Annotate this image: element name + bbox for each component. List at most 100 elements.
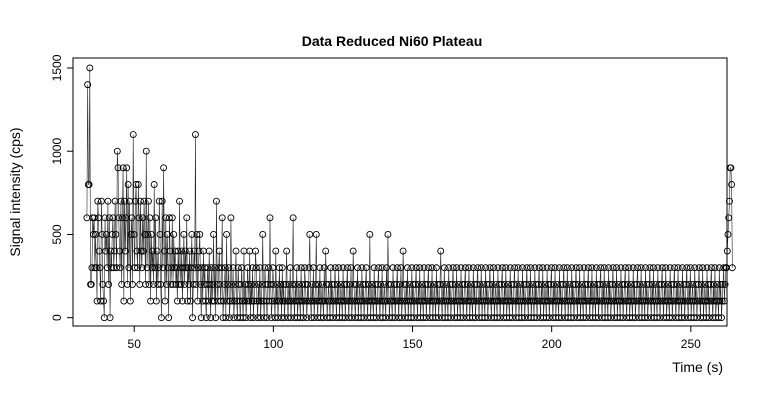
- data-point: [184, 264, 192, 272]
- data-point: [154, 280, 162, 288]
- data-point: [354, 264, 361, 272]
- data-point: [361, 297, 369, 305]
- data-point: [693, 314, 701, 322]
- data-point: [498, 264, 506, 272]
- data-point: [155, 197, 163, 205]
- data-point: [341, 314, 349, 322]
- data-point: [427, 280, 435, 288]
- data-point: [349, 297, 356, 305]
- data-point: [500, 280, 508, 288]
- data-point: [411, 297, 419, 305]
- data-point: [484, 314, 492, 322]
- data-point: [556, 297, 564, 305]
- data-point: [343, 264, 351, 272]
- data-point: [123, 280, 131, 288]
- data-point: [599, 280, 607, 288]
- data-point: [148, 264, 156, 272]
- data-point: [677, 297, 685, 305]
- data-point: [135, 214, 143, 222]
- data-point: [587, 280, 594, 288]
- data-point: [206, 280, 214, 288]
- data-point: [189, 280, 197, 288]
- data-point: [219, 314, 227, 322]
- data-point: [281, 297, 289, 305]
- data-point: [686, 264, 694, 272]
- data-point: [316, 264, 324, 272]
- data-point: [319, 297, 327, 305]
- data-point: [719, 280, 727, 288]
- data-point: [606, 280, 614, 288]
- data-point: [650, 264, 657, 272]
- data-point: [681, 314, 689, 322]
- data-point: [263, 314, 271, 322]
- data-point: [165, 314, 173, 322]
- data-point: [108, 264, 115, 272]
- data-point: [297, 264, 305, 272]
- data-point: [588, 264, 596, 272]
- x-axis: 50 100 150 200 250: [128, 326, 701, 351]
- data-point: [715, 314, 723, 322]
- data-point: [100, 297, 108, 305]
- data-point: [280, 280, 288, 288]
- data-point: [691, 264, 699, 272]
- data-point: [378, 264, 386, 272]
- data-point: [381, 297, 389, 305]
- data-point: [545, 314, 553, 322]
- data-point: [496, 314, 504, 322]
- data-point: [239, 297, 246, 305]
- data-point: [274, 314, 282, 322]
- data-point: [580, 264, 588, 272]
- data-point: [282, 280, 290, 288]
- data-point: [428, 264, 436, 272]
- data-point: [188, 230, 196, 238]
- data-point: [530, 314, 538, 322]
- data-point: [724, 230, 732, 238]
- data-point: [285, 280, 293, 288]
- data-point: [273, 280, 281, 288]
- data-point: [97, 197, 105, 205]
- data-point: [546, 297, 554, 305]
- data-point: [330, 280, 338, 288]
- data-point: [185, 280, 193, 288]
- data-point: [307, 297, 314, 305]
- data-point: [346, 297, 354, 305]
- data-point: [92, 230, 100, 238]
- data-point: [333, 280, 341, 288]
- data-point: [490, 264, 498, 272]
- data-point: [461, 264, 469, 272]
- x-axis-label: Time (s): [672, 359, 723, 375]
- data-point: [262, 280, 270, 288]
- data-point: [357, 314, 365, 322]
- data-point: [288, 297, 296, 305]
- data-point: [94, 197, 102, 205]
- data-point: [519, 297, 527, 305]
- data-point: [383, 297, 391, 305]
- data-point: [507, 297, 515, 305]
- data-point: [459, 314, 467, 322]
- data-point: [480, 297, 488, 305]
- data-point: [318, 280, 326, 288]
- data-point: [202, 314, 210, 322]
- data-point: [165, 214, 173, 222]
- data-point: [704, 297, 712, 305]
- y-axis: 0 500 1000 1500: [50, 54, 73, 321]
- data-point: [412, 264, 420, 272]
- data-point: [521, 314, 529, 322]
- data-point: [303, 314, 311, 322]
- data-point: [190, 247, 198, 255]
- data-point: [267, 280, 275, 288]
- data-point: [539, 264, 547, 272]
- data-point: [234, 264, 242, 272]
- data-point: [584, 280, 592, 288]
- data-point: [101, 214, 109, 222]
- data-point: [653, 314, 661, 322]
- data-point: [160, 164, 168, 172]
- data-point: [640, 297, 648, 305]
- data-point: [629, 264, 637, 272]
- data-point: [529, 297, 537, 305]
- data-point: [694, 280, 702, 288]
- data-point: [570, 314, 578, 322]
- data-point: [395, 314, 403, 322]
- data-point: [681, 297, 689, 305]
- data-point: [679, 297, 687, 305]
